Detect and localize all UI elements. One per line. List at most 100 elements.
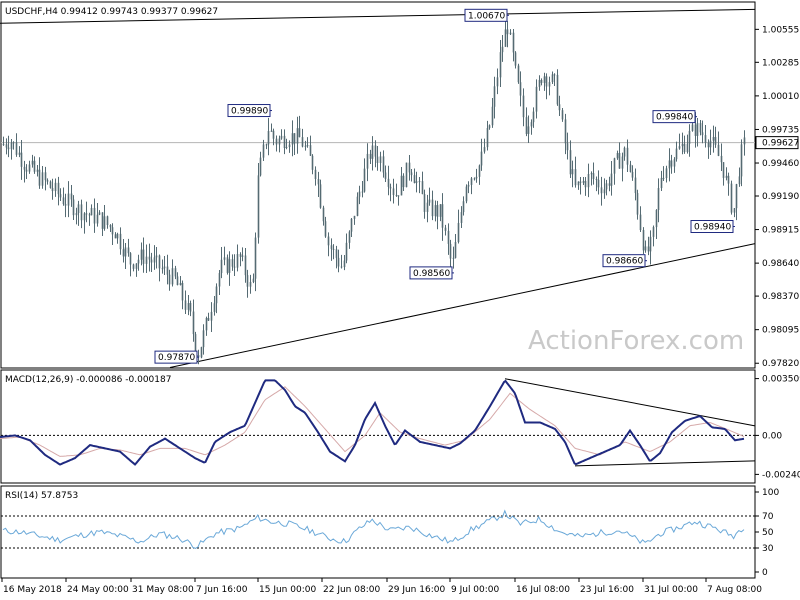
candle-body	[460, 212, 463, 223]
candle-body	[10, 142, 13, 150]
x-tick-label: 31 Jul 00:00	[644, 585, 698, 595]
price-marker-label: 0.98660	[606, 257, 643, 267]
candle-body	[595, 178, 598, 180]
rsi-y-tick-label: 100	[762, 488, 779, 498]
candle-body	[675, 148, 678, 160]
candle-body	[309, 145, 312, 156]
candle-body	[236, 254, 239, 268]
candle-body	[90, 207, 93, 216]
candle-body	[418, 181, 421, 183]
rsi-panel: RSI(14) 57.8753 100 70 50 30 0	[0, 485, 779, 579]
candle-body	[467, 184, 470, 187]
candle-body	[140, 249, 143, 260]
candle-body	[548, 82, 551, 87]
candle-body	[148, 256, 151, 260]
x-tick-label: 23 Jul 16:00	[580, 585, 634, 595]
price-marker-label: 0.98940	[694, 223, 731, 233]
x-tick-label: 22 Jun 08:00	[323, 585, 380, 595]
candle-body	[189, 303, 192, 312]
candle-body	[681, 143, 684, 147]
candle-body	[265, 144, 268, 146]
candle-body	[543, 76, 546, 83]
candle-body	[590, 173, 593, 175]
x-tick-label: 16 Jul 08:00	[516, 585, 570, 595]
candle-body	[428, 199, 431, 203]
candle-body	[701, 132, 704, 136]
candle-body	[426, 202, 429, 212]
x-tick-label: 24 May 00:00	[67, 585, 129, 595]
candle-body	[621, 156, 624, 169]
candle-body	[634, 177, 637, 194]
candle-body	[244, 255, 247, 276]
candle-body	[285, 147, 288, 149]
candle-body	[740, 144, 743, 177]
watermark: ActionForex.com	[528, 326, 744, 356]
candle-body	[275, 138, 278, 145]
candle-body	[504, 29, 507, 47]
candle-body	[304, 145, 307, 147]
candle-body	[665, 168, 668, 179]
candle-body	[605, 183, 608, 190]
candle-body	[46, 180, 49, 182]
candle-body	[311, 155, 314, 170]
candle-body	[514, 52, 517, 66]
candle-body	[631, 171, 634, 178]
candle-body	[699, 123, 702, 133]
price-marker-label: 1.00670	[468, 11, 505, 21]
price-marker-box	[227, 104, 271, 118]
candle-body	[597, 179, 600, 188]
candle-body	[608, 183, 611, 186]
price-y-tick-label: 1.00285	[762, 58, 799, 68]
candle-body	[239, 254, 242, 257]
candle-body	[382, 156, 385, 173]
candle-body	[644, 246, 647, 251]
candle-body	[75, 213, 78, 216]
candle-body	[436, 205, 439, 217]
candle-body	[551, 74, 554, 83]
candle-body	[319, 184, 322, 208]
candle-body	[127, 247, 130, 254]
price-y-tick-label: 1.00010	[762, 92, 799, 102]
candle-body	[441, 204, 444, 228]
candle-body	[434, 205, 437, 217]
candle-body	[517, 65, 520, 83]
candle-body	[363, 168, 366, 192]
candle-body	[673, 159, 676, 167]
candle-body	[709, 140, 712, 148]
macd-y-tick-label: 0.003509	[762, 375, 800, 385]
candle-body	[522, 95, 525, 118]
candle-body	[322, 207, 325, 222]
candle-body	[122, 249, 125, 257]
candle-body	[655, 209, 658, 228]
x-tick-label: 15 Jun 00:00	[259, 585, 316, 595]
candle-body	[452, 257, 455, 259]
candle-body	[210, 311, 213, 321]
candle-body	[28, 164, 31, 172]
candle-body	[454, 242, 457, 258]
candle-body	[626, 147, 629, 165]
candle-body	[613, 158, 616, 174]
candle-body	[475, 176, 478, 179]
candle-body	[77, 204, 80, 214]
candle-body	[462, 201, 465, 213]
candle-body	[712, 137, 715, 141]
candle-body	[473, 178, 476, 180]
candle-body	[72, 199, 75, 216]
candle-body	[194, 334, 197, 356]
candle-body	[348, 231, 351, 243]
candle-body	[296, 128, 299, 144]
candle-body	[577, 181, 580, 186]
candle-body	[623, 147, 626, 157]
candle-body	[486, 128, 489, 148]
candle-body	[187, 303, 190, 310]
candle-body	[553, 74, 556, 76]
candle-body	[116, 233, 119, 239]
x-tick-label: 7 Aug 08:00	[707, 585, 762, 595]
current-price-tag	[755, 136, 799, 150]
candle-body	[41, 172, 44, 186]
price-title: USDCHF,H4 0.99412 0.99743 0.99377 0.9962…	[5, 7, 218, 17]
candle-body	[579, 181, 582, 183]
candle-body	[181, 282, 184, 301]
candle-body	[332, 248, 335, 250]
